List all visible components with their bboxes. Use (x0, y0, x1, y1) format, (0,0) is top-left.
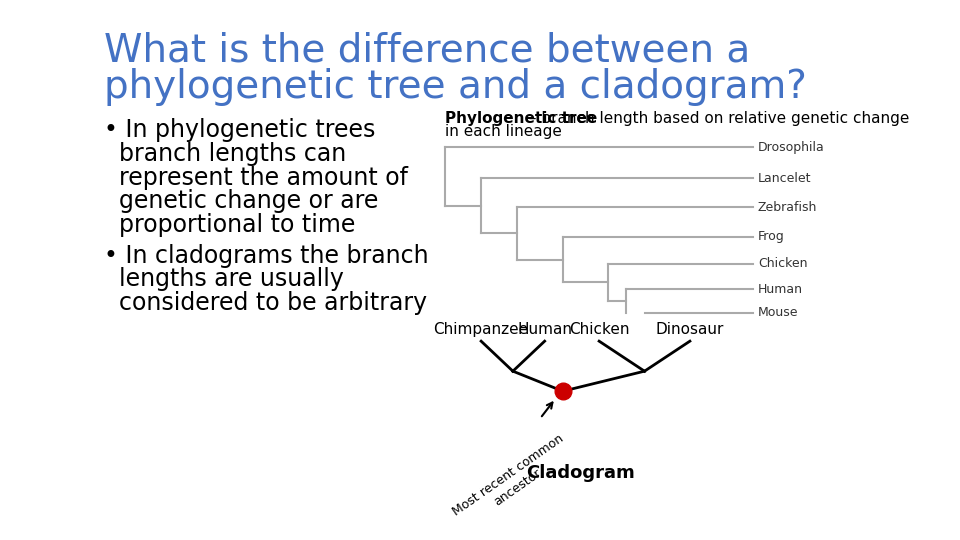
Text: Human: Human (517, 322, 572, 336)
Text: phylogenetic tree and a cladogram?: phylogenetic tree and a cladogram? (105, 68, 807, 106)
Text: Zebrafish: Zebrafish (758, 201, 817, 214)
Text: Chicken: Chicken (758, 258, 807, 271)
Text: genetic change or are: genetic change or are (105, 189, 379, 213)
Text: Frog: Frog (758, 230, 784, 243)
Text: Chicken: Chicken (569, 322, 630, 336)
Text: What is the difference between a: What is the difference between a (105, 32, 751, 70)
Text: • In cladograms the branch: • In cladograms the branch (105, 244, 429, 268)
Text: Dinosaur: Dinosaur (656, 322, 724, 336)
Text: in each lineage: in each lineage (444, 124, 562, 139)
Text: Phylogenetic tree: Phylogenetic tree (444, 111, 597, 126)
Text: Chimpanzee: Chimpanzee (434, 322, 529, 336)
Text: Drosophila: Drosophila (758, 141, 825, 154)
Text: branch lengths can: branch lengths can (105, 142, 347, 166)
Text: Cladogram: Cladogram (527, 464, 636, 482)
Text: represent the amount of: represent the amount of (105, 166, 408, 190)
Text: considered to be arbitrary: considered to be arbitrary (105, 291, 427, 315)
Text: proportional to time: proportional to time (105, 213, 356, 237)
Text: Human: Human (758, 283, 803, 296)
Text: Most recent common
ancestor: Most recent common ancestor (450, 432, 575, 531)
Text: lengths are usually: lengths are usually (105, 267, 345, 292)
Text: • In phylogenetic trees: • In phylogenetic trees (105, 118, 375, 142)
Text: Lancelet: Lancelet (758, 172, 811, 185)
Text: Mouse: Mouse (758, 306, 799, 320)
Text: – branch length based on relative genetic change: – branch length based on relative geneti… (524, 111, 909, 126)
